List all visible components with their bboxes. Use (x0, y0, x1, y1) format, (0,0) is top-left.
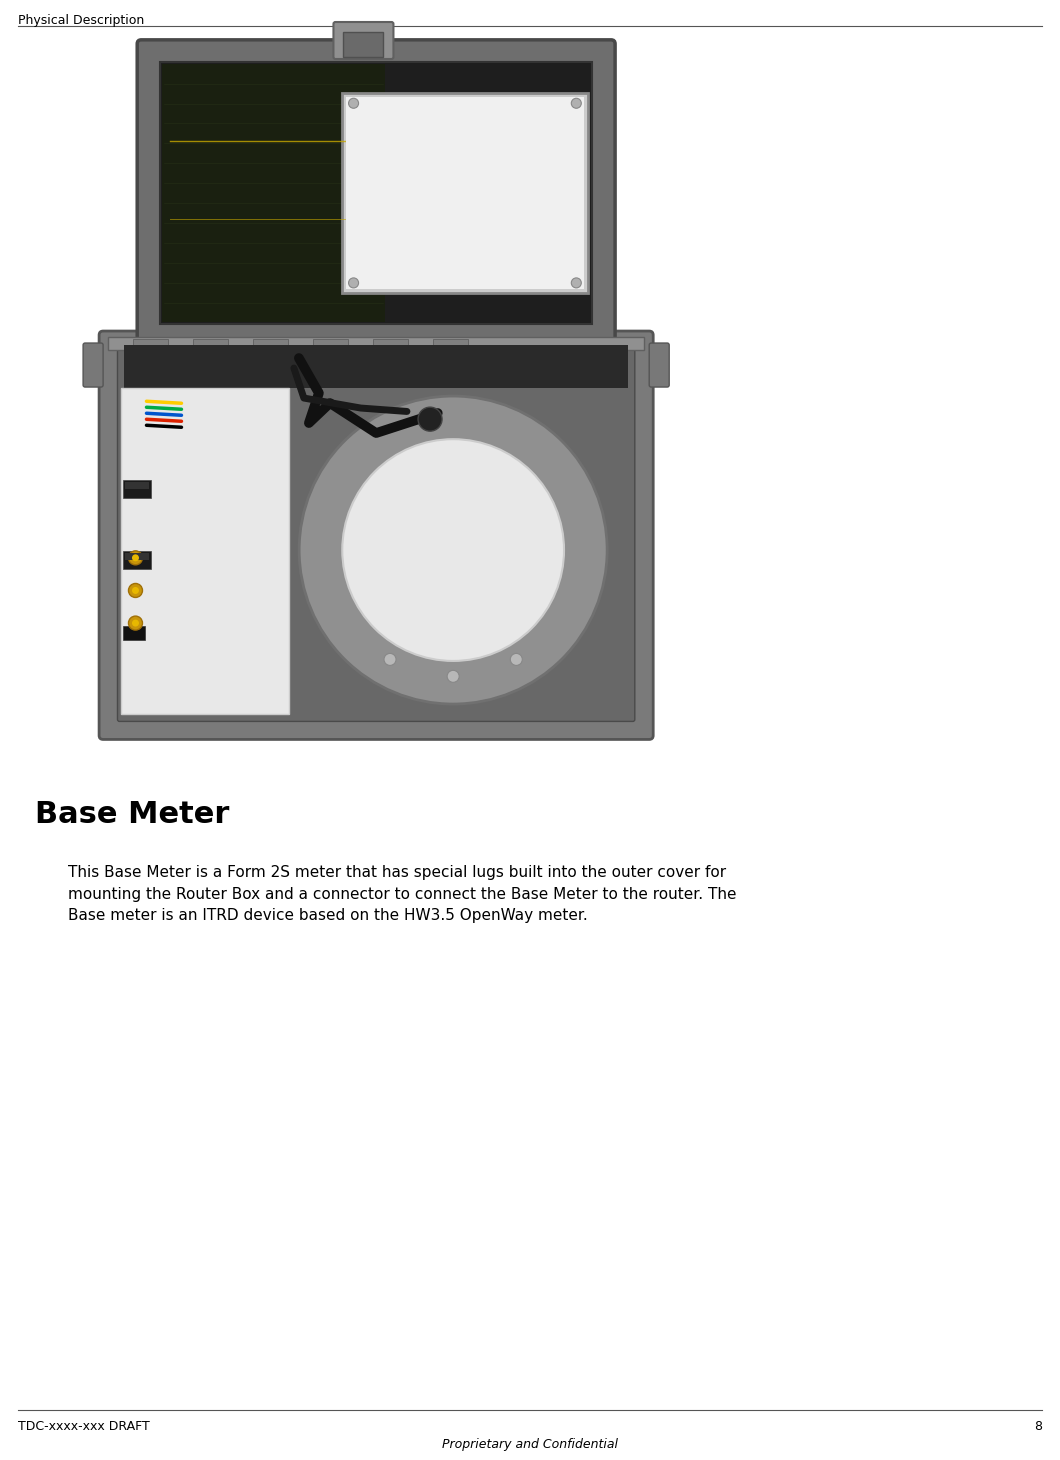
Circle shape (128, 550, 142, 565)
Circle shape (299, 396, 607, 704)
Circle shape (571, 98, 581, 108)
FancyBboxPatch shape (160, 61, 593, 324)
Text: This Base Meter is a Form 2S meter that has special lugs built into the outer co: This Base Meter is a Form 2S meter that … (68, 864, 737, 923)
Circle shape (447, 670, 459, 682)
FancyBboxPatch shape (137, 39, 615, 346)
FancyBboxPatch shape (373, 339, 408, 347)
FancyBboxPatch shape (434, 339, 469, 347)
Circle shape (132, 587, 139, 594)
FancyBboxPatch shape (118, 342, 635, 721)
Circle shape (342, 439, 564, 661)
FancyBboxPatch shape (334, 22, 393, 58)
Circle shape (128, 616, 142, 631)
Text: Physical Description: Physical Description (18, 15, 144, 26)
FancyBboxPatch shape (123, 479, 152, 498)
FancyBboxPatch shape (134, 339, 169, 347)
Text: TDC-xxxx-xxx DRAFT: TDC-xxxx-xxx DRAFT (18, 1421, 149, 1434)
FancyBboxPatch shape (253, 339, 288, 347)
Circle shape (349, 277, 358, 288)
Circle shape (384, 654, 396, 666)
FancyBboxPatch shape (122, 388, 289, 714)
FancyBboxPatch shape (123, 552, 152, 569)
Circle shape (132, 555, 139, 561)
FancyBboxPatch shape (125, 482, 149, 489)
FancyBboxPatch shape (108, 337, 644, 350)
FancyBboxPatch shape (649, 343, 669, 387)
Circle shape (571, 277, 581, 288)
Text: Base Meter: Base Meter (35, 800, 229, 829)
Circle shape (418, 407, 442, 431)
FancyBboxPatch shape (346, 98, 584, 289)
Circle shape (132, 619, 139, 626)
FancyBboxPatch shape (123, 626, 145, 641)
FancyBboxPatch shape (124, 345, 628, 388)
FancyBboxPatch shape (313, 339, 348, 347)
FancyBboxPatch shape (341, 93, 588, 293)
FancyBboxPatch shape (83, 343, 103, 387)
Text: Proprietary and Confidential: Proprietary and Confidential (442, 1438, 618, 1451)
Circle shape (510, 654, 523, 666)
FancyBboxPatch shape (343, 32, 384, 57)
Circle shape (349, 98, 358, 108)
Text: 8: 8 (1034, 1421, 1042, 1434)
FancyBboxPatch shape (193, 339, 228, 347)
Circle shape (128, 584, 142, 597)
FancyBboxPatch shape (99, 331, 653, 739)
FancyBboxPatch shape (162, 64, 385, 323)
FancyBboxPatch shape (125, 553, 149, 561)
